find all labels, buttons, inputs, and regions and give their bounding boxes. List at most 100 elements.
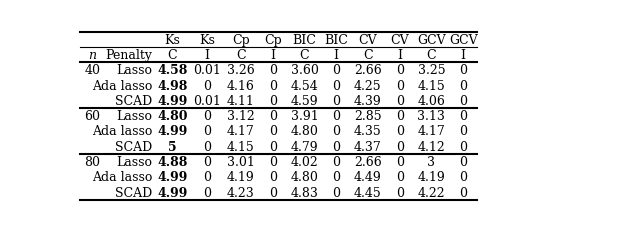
Text: 0: 0 bbox=[396, 186, 404, 199]
Text: 0: 0 bbox=[396, 79, 404, 92]
Text: Penalty: Penalty bbox=[106, 49, 152, 62]
Text: I: I bbox=[270, 49, 275, 62]
Text: 0: 0 bbox=[396, 140, 404, 153]
Text: 4.15: 4.15 bbox=[417, 79, 445, 92]
Text: 4.45: 4.45 bbox=[354, 186, 382, 199]
Text: 0: 0 bbox=[459, 110, 467, 123]
Text: Ada lasso: Ada lasso bbox=[92, 125, 152, 138]
Text: 3.01: 3.01 bbox=[227, 155, 255, 168]
Text: 0: 0 bbox=[203, 140, 211, 153]
Text: 3.12: 3.12 bbox=[227, 110, 255, 123]
Text: 0: 0 bbox=[269, 155, 276, 168]
Text: C: C bbox=[300, 49, 309, 62]
Text: CV: CV bbox=[358, 34, 377, 47]
Text: 4.88: 4.88 bbox=[157, 155, 188, 168]
Text: 4.19: 4.19 bbox=[417, 170, 445, 183]
Text: 0: 0 bbox=[332, 125, 340, 138]
Text: C: C bbox=[168, 49, 177, 62]
Text: 4.35: 4.35 bbox=[354, 125, 382, 138]
Text: 4.80: 4.80 bbox=[291, 125, 318, 138]
Text: 0: 0 bbox=[459, 170, 467, 183]
Text: 3: 3 bbox=[428, 155, 435, 168]
Text: BIC: BIC bbox=[324, 34, 348, 47]
Text: C: C bbox=[363, 49, 372, 62]
Text: 0: 0 bbox=[459, 64, 467, 77]
Text: 0: 0 bbox=[332, 64, 340, 77]
Text: Cp: Cp bbox=[264, 34, 282, 47]
Text: 0: 0 bbox=[459, 140, 467, 153]
Text: 0: 0 bbox=[396, 125, 404, 138]
Text: 5: 5 bbox=[168, 140, 177, 153]
Text: 0: 0 bbox=[396, 64, 404, 77]
Text: Cp: Cp bbox=[232, 34, 250, 47]
Text: 4.79: 4.79 bbox=[291, 140, 318, 153]
Text: 0: 0 bbox=[396, 94, 404, 107]
Text: Ks: Ks bbox=[164, 34, 180, 47]
Text: I: I bbox=[333, 49, 339, 62]
Text: 3.26: 3.26 bbox=[227, 64, 255, 77]
Text: 4.12: 4.12 bbox=[417, 140, 445, 153]
Text: 3.13: 3.13 bbox=[417, 110, 445, 123]
Text: 2.66: 2.66 bbox=[354, 64, 382, 77]
Text: SCAD: SCAD bbox=[115, 186, 152, 199]
Text: 4.39: 4.39 bbox=[354, 94, 382, 107]
Text: C: C bbox=[427, 49, 436, 62]
Text: SCAD: SCAD bbox=[115, 94, 152, 107]
Text: 4.99: 4.99 bbox=[157, 125, 188, 138]
Text: 4.11: 4.11 bbox=[227, 94, 255, 107]
Text: Ks: Ks bbox=[199, 34, 214, 47]
Text: 0: 0 bbox=[269, 140, 276, 153]
Text: Lasso: Lasso bbox=[116, 64, 152, 77]
Text: 0: 0 bbox=[203, 125, 211, 138]
Text: I: I bbox=[397, 49, 402, 62]
Text: 0: 0 bbox=[459, 186, 467, 199]
Text: 3.60: 3.60 bbox=[291, 64, 318, 77]
Text: 4.17: 4.17 bbox=[417, 125, 445, 138]
Text: 4.59: 4.59 bbox=[291, 94, 318, 107]
Text: 4.17: 4.17 bbox=[227, 125, 255, 138]
Text: 0: 0 bbox=[269, 79, 276, 92]
Text: 4.99: 4.99 bbox=[157, 186, 188, 199]
Text: BIC: BIC bbox=[292, 34, 316, 47]
Text: 0: 0 bbox=[396, 155, 404, 168]
Text: 4.25: 4.25 bbox=[354, 79, 381, 92]
Text: 0: 0 bbox=[332, 186, 340, 199]
Text: 4.99: 4.99 bbox=[157, 94, 188, 107]
Text: 2.85: 2.85 bbox=[354, 110, 381, 123]
Text: 0.01: 0.01 bbox=[193, 94, 221, 107]
Text: 60: 60 bbox=[84, 110, 100, 123]
Text: 0: 0 bbox=[269, 64, 276, 77]
Text: 0: 0 bbox=[203, 186, 211, 199]
Text: 0: 0 bbox=[269, 94, 276, 107]
Text: 0: 0 bbox=[203, 79, 211, 92]
Text: 4.83: 4.83 bbox=[291, 186, 318, 199]
Text: 0: 0 bbox=[269, 186, 276, 199]
Text: 4.06: 4.06 bbox=[417, 94, 445, 107]
Text: 0: 0 bbox=[332, 94, 340, 107]
Text: n: n bbox=[88, 49, 97, 62]
Text: Ada lasso: Ada lasso bbox=[92, 79, 152, 92]
Text: 0: 0 bbox=[332, 170, 340, 183]
Text: 4.37: 4.37 bbox=[354, 140, 382, 153]
Text: 4.54: 4.54 bbox=[291, 79, 318, 92]
Text: 0: 0 bbox=[332, 155, 340, 168]
Text: 4.80: 4.80 bbox=[291, 170, 318, 183]
Text: GCV: GCV bbox=[449, 34, 477, 47]
Text: 0: 0 bbox=[269, 110, 276, 123]
Text: 0: 0 bbox=[332, 110, 340, 123]
Text: 0: 0 bbox=[396, 170, 404, 183]
Text: C: C bbox=[236, 49, 246, 62]
Text: 4.02: 4.02 bbox=[291, 155, 318, 168]
Text: 0.01: 0.01 bbox=[193, 64, 221, 77]
Text: 4.49: 4.49 bbox=[354, 170, 382, 183]
Text: CV: CV bbox=[390, 34, 409, 47]
Text: 4.99: 4.99 bbox=[157, 170, 188, 183]
Text: SCAD: SCAD bbox=[115, 140, 152, 153]
Text: 0: 0 bbox=[269, 170, 276, 183]
Text: 0: 0 bbox=[332, 79, 340, 92]
Text: Lasso: Lasso bbox=[116, 110, 152, 123]
Text: 4.98: 4.98 bbox=[157, 79, 188, 92]
Text: 2.66: 2.66 bbox=[354, 155, 382, 168]
Text: 0: 0 bbox=[459, 155, 467, 168]
Text: 0: 0 bbox=[459, 79, 467, 92]
